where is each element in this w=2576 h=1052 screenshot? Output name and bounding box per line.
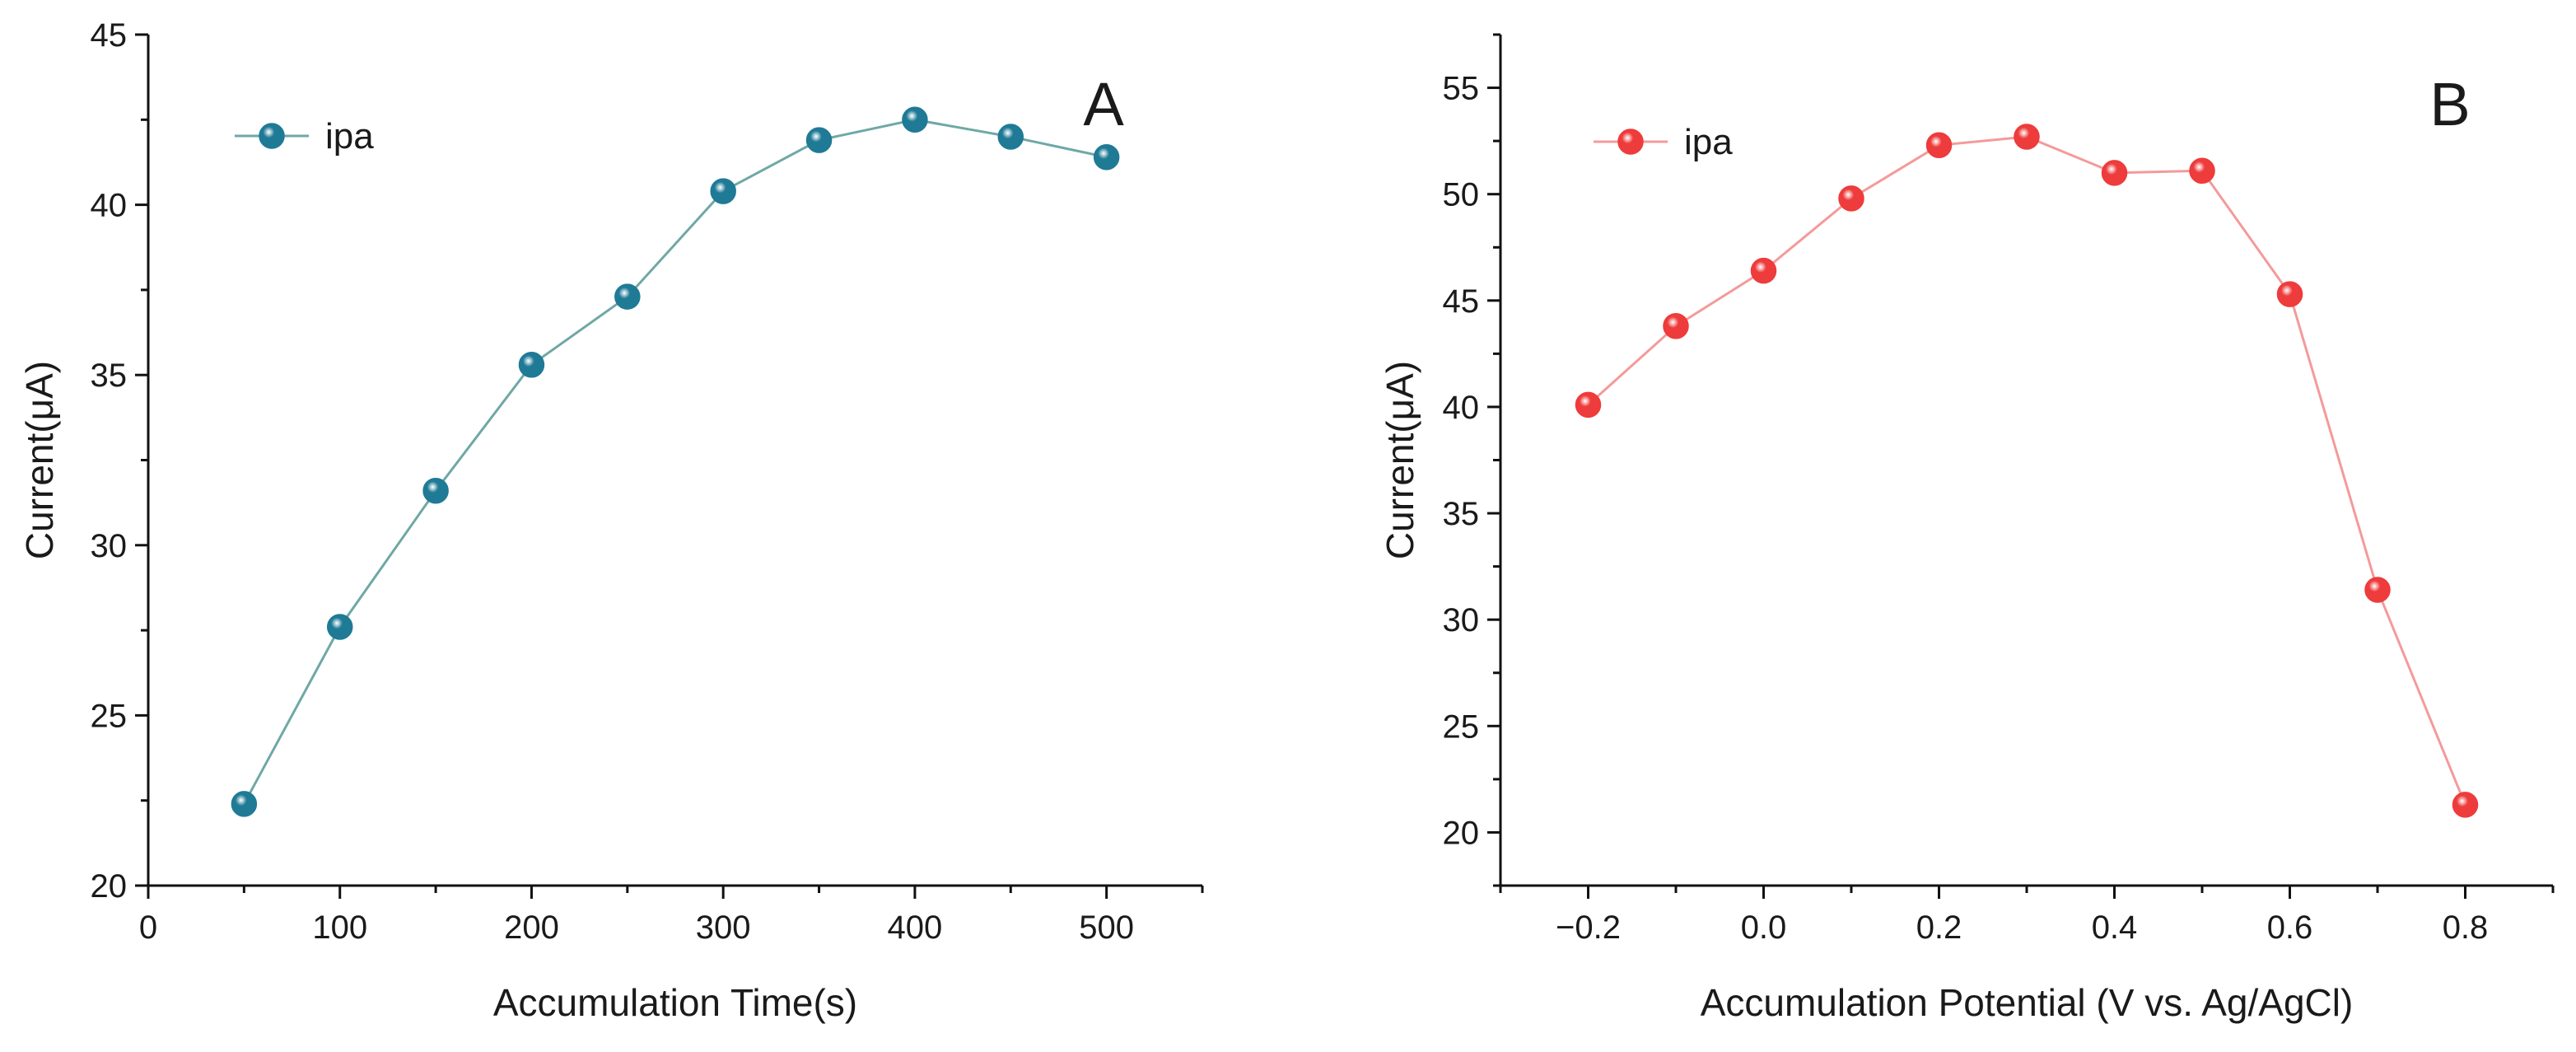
x-tick-label: 500 [1079, 909, 1134, 946]
data-point [231, 791, 258, 817]
y-tick-label: 55 [1443, 71, 1480, 107]
legend-marker [259, 123, 285, 149]
series-line [243, 118, 1107, 805]
data-point [2014, 124, 2040, 150]
legend-label: ipa [325, 116, 374, 157]
y-tick-label: 20 [91, 868, 128, 905]
x-axis-title: Accumulation Time(s) [493, 981, 857, 1024]
data-point [518, 352, 545, 378]
data-point [2101, 160, 2128, 186]
data-point [614, 283, 641, 310]
data-point [1093, 144, 1120, 171]
legend-marker [1617, 129, 1644, 155]
y-tick-label: 30 [1443, 602, 1480, 638]
data-point [2189, 157, 2215, 185]
data-point [2276, 281, 2303, 307]
x-tick-label: 200 [504, 909, 559, 946]
x-tick-label: 0.6 [2267, 909, 2313, 946]
y-tick-label: 40 [91, 188, 128, 224]
y-tick-label: 30 [91, 528, 128, 564]
y-axis-title: Current(μA) [1379, 361, 1421, 559]
y-tick-label: 20 [1443, 815, 1480, 851]
x-tick-label: 0.4 [2092, 909, 2138, 946]
series-line [1587, 135, 2466, 806]
x-tick-label: 0.0 [1741, 909, 1787, 946]
x-tick-label: −0.2 [1556, 909, 1621, 946]
y-tick-label: 45 [1443, 283, 1480, 320]
data-point [1663, 313, 1689, 339]
data-point [1750, 257, 1777, 284]
x-tick-label: 0.8 [2443, 909, 2489, 946]
y-tick-label: 40 [1443, 390, 1480, 426]
y-tick-label: 35 [1443, 496, 1480, 532]
data-point [422, 477, 449, 504]
data-point [2364, 577, 2391, 603]
panel-label: B [2429, 70, 2470, 138]
x-tick-label: 0 [139, 909, 157, 946]
x-tick-label: 400 [888, 909, 943, 946]
y-tick-label: 45 [91, 17, 128, 54]
data-point [805, 127, 833, 153]
data-point [2452, 792, 2479, 818]
y-axis-title: Current(μA) [18, 361, 61, 559]
data-point [1925, 132, 1953, 159]
data-point [326, 614, 353, 640]
data-point [710, 178, 736, 204]
panel-b: −0.2 0.0 0.2 0.4 0.6 0.8 20 25 30 35 40 45 50 55 Accum… [1379, 33, 2555, 1024]
data-point [902, 106, 928, 133]
data-point [1575, 391, 1602, 418]
x-tick-label: 0.2 [1916, 909, 1962, 946]
legend-label: ipa [1684, 122, 1733, 162]
x-tick-label: 300 [696, 909, 751, 946]
x-axis-title: Accumulation Potential (V vs. Ag/AgCl) [1701, 981, 2354, 1024]
panel-a: 0 100 200 300 400 500 20 25 30 35 40 45 Accumulation… [18, 17, 1204, 1024]
y-tick-label: 50 [1443, 177, 1480, 213]
data-point [997, 124, 1024, 150]
y-tick-label: 35 [91, 358, 128, 394]
y-tick-label: 25 [1443, 708, 1480, 745]
panel-label: A [1083, 70, 1124, 138]
y-tick-label: 25 [91, 698, 128, 734]
x-tick-label: 100 [312, 909, 367, 946]
data-point [1838, 185, 1864, 212]
